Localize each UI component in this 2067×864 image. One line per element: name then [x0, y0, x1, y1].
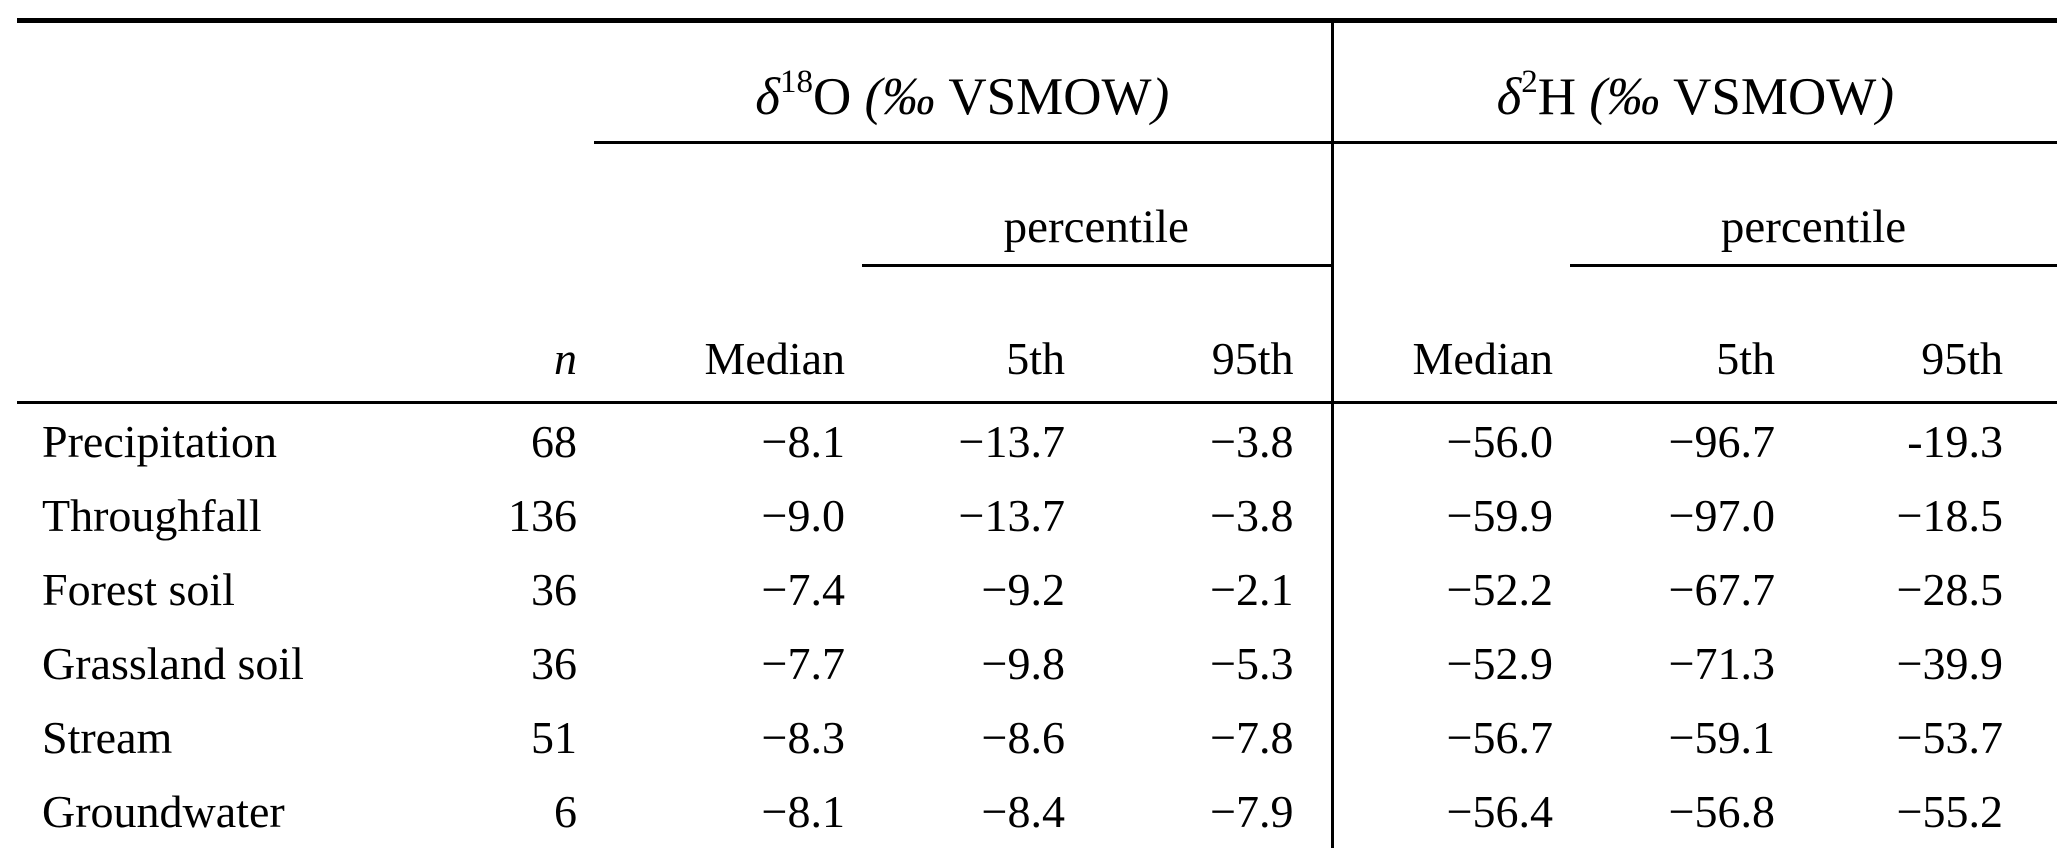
unit-vsmow: VSMOW [948, 68, 1152, 126]
o18-median: −9.0 [761, 489, 845, 541]
table-row-stream: Stream 51 −8.3 −8.6 −7.8 −56.7 −59.1 −53… [17, 700, 2057, 774]
row-label: Forest soil [42, 563, 235, 615]
unit-open-permille: (‰ [1575, 68, 1674, 126]
column-header-row: n Median 5th 95th Median 5th 95th [17, 265, 2058, 404]
spacer-cell [17, 848, 2057, 864]
n-value: 136 [508, 489, 577, 541]
o18-median: −8.1 [761, 785, 845, 837]
h2-95th: −39.9 [1896, 637, 2004, 689]
group-header-d2h: δ2H (‰ VSMOW) [1330, 20, 2058, 144]
h2-5th: −96.7 [1668, 415, 1776, 467]
delta-symbol: δ [755, 68, 780, 126]
o18-95th: −3.8 [1210, 415, 1294, 467]
h2-median: −56.7 [1330, 700, 1571, 774]
h2-median: −52.9 [1330, 626, 1571, 700]
o18-95th: −2.1 [1210, 563, 1294, 615]
o18-95th: −7.9 [1210, 785, 1294, 837]
o18-95th: −5.3 [1210, 637, 1294, 689]
col-header-median-h2: Median [1330, 265, 1571, 404]
table-row-grassland-soil: Grassland soil 36 −7.7 −9.8 −5.3 −52.9 −… [17, 626, 2057, 700]
o18-median: −8.3 [761, 711, 845, 763]
percentile-label-o18: percentile [862, 142, 1333, 267]
o18-median: −7.7 [761, 637, 845, 689]
n-value: 36 [531, 563, 577, 615]
o18-95th: −7.8 [1210, 711, 1294, 763]
row-label: Precipitation [42, 415, 278, 467]
h2-95th: −55.2 [1896, 785, 2004, 837]
row-label: Stream [42, 711, 173, 763]
isotope-summary-table: δ18O (‰ VSMOW) δ2H (‰ VSMOW) percentile … [17, 18, 2058, 864]
percentile-label-h2: percentile [1570, 142, 2058, 267]
o18-95th: −3.8 [1210, 489, 1294, 541]
h2-95th: -19.3 [1907, 415, 2004, 467]
isotope-mass-2: 2 [1521, 64, 1538, 100]
table-row-precipitation: Precipitation 68 −8.1 −13.7 −3.8 −56.0 −… [17, 402, 2057, 478]
h2-median: −56.4 [1330, 774, 1571, 848]
h2-5th: −71.3 [1668, 637, 1776, 689]
col-header-n: n [494, 265, 594, 404]
spacer-row [17, 848, 2057, 864]
col-header-95th-h2: 95th [1792, 265, 2058, 404]
n-value: 36 [531, 637, 577, 689]
o18-5th: −8.4 [981, 785, 1065, 837]
empty-cell [17, 21, 594, 143]
h2-5th: −97.0 [1668, 489, 1776, 541]
o18-5th: −9.8 [981, 637, 1065, 689]
isotope-mass-18: 18 [779, 64, 813, 100]
h2-95th: −53.7 [1896, 711, 2004, 763]
element-symbol-h: H [1537, 68, 1576, 126]
col-header-5th-o18: 5th [862, 265, 1082, 404]
n-value: 51 [531, 711, 577, 763]
unit-close: ) [1151, 68, 1170, 126]
group-header-d18o: δ18O (‰ VSMOW) [594, 20, 1333, 144]
h2-5th: −59.1 [1668, 711, 1776, 763]
h2-95th: −18.5 [1896, 489, 2004, 541]
h2-5th: −56.8 [1668, 785, 1776, 837]
n-value: 68 [531, 415, 577, 467]
row-label: Groundwater [42, 785, 285, 837]
element-symbol-o: O [812, 68, 852, 126]
group-header-row: δ18O (‰ VSMOW) δ2H (‰ VSMOW) [17, 20, 2058, 144]
h2-median: −52.2 [1330, 552, 1571, 626]
table-row-throughfall: Throughfall 136 −9.0 −13.7 −3.8 −59.9 −9… [17, 478, 2057, 552]
o18-5th: −13.7 [958, 489, 1065, 541]
table-row-groundwater: Groundwater 6 −8.1 −8.4 −7.9 −56.4 −56.8… [17, 774, 2057, 848]
col-header-5th-h2: 5th [1570, 265, 1793, 404]
unit-close: ) [1876, 68, 1894, 126]
col-header-95th-o18: 95th [1082, 265, 1333, 404]
unit-open-permille: (‰ [851, 68, 949, 126]
h2-median: −56.0 [1330, 402, 1571, 478]
empty-cell [594, 143, 862, 266]
o18-5th: −8.6 [981, 711, 1065, 763]
h2-median: −59.9 [1330, 478, 1571, 552]
o18-5th: −9.2 [981, 563, 1065, 615]
empty-cell [17, 265, 494, 404]
delta-symbol: δ [1496, 68, 1522, 126]
o18-median: −8.1 [761, 415, 845, 467]
percentile-header-row: percentile percentile [17, 142, 2058, 267]
n-value: 6 [554, 785, 577, 837]
h2-5th: −67.7 [1668, 563, 1776, 615]
empty-cell [17, 143, 594, 266]
unit-vsmow: VSMOW [1673, 68, 1877, 126]
table-row-forest-soil: Forest soil 36 −7.4 −9.2 −2.1 −52.2 −67.… [17, 552, 2057, 626]
col-header-median-o18: Median [594, 265, 862, 404]
empty-cell [1330, 142, 1571, 266]
row-label: Grassland soil [42, 637, 304, 689]
o18-5th: −13.7 [958, 415, 1065, 467]
row-label: Throughfall [42, 489, 262, 541]
h2-95th: −28.5 [1896, 563, 2004, 615]
o18-median: −7.4 [761, 563, 845, 615]
